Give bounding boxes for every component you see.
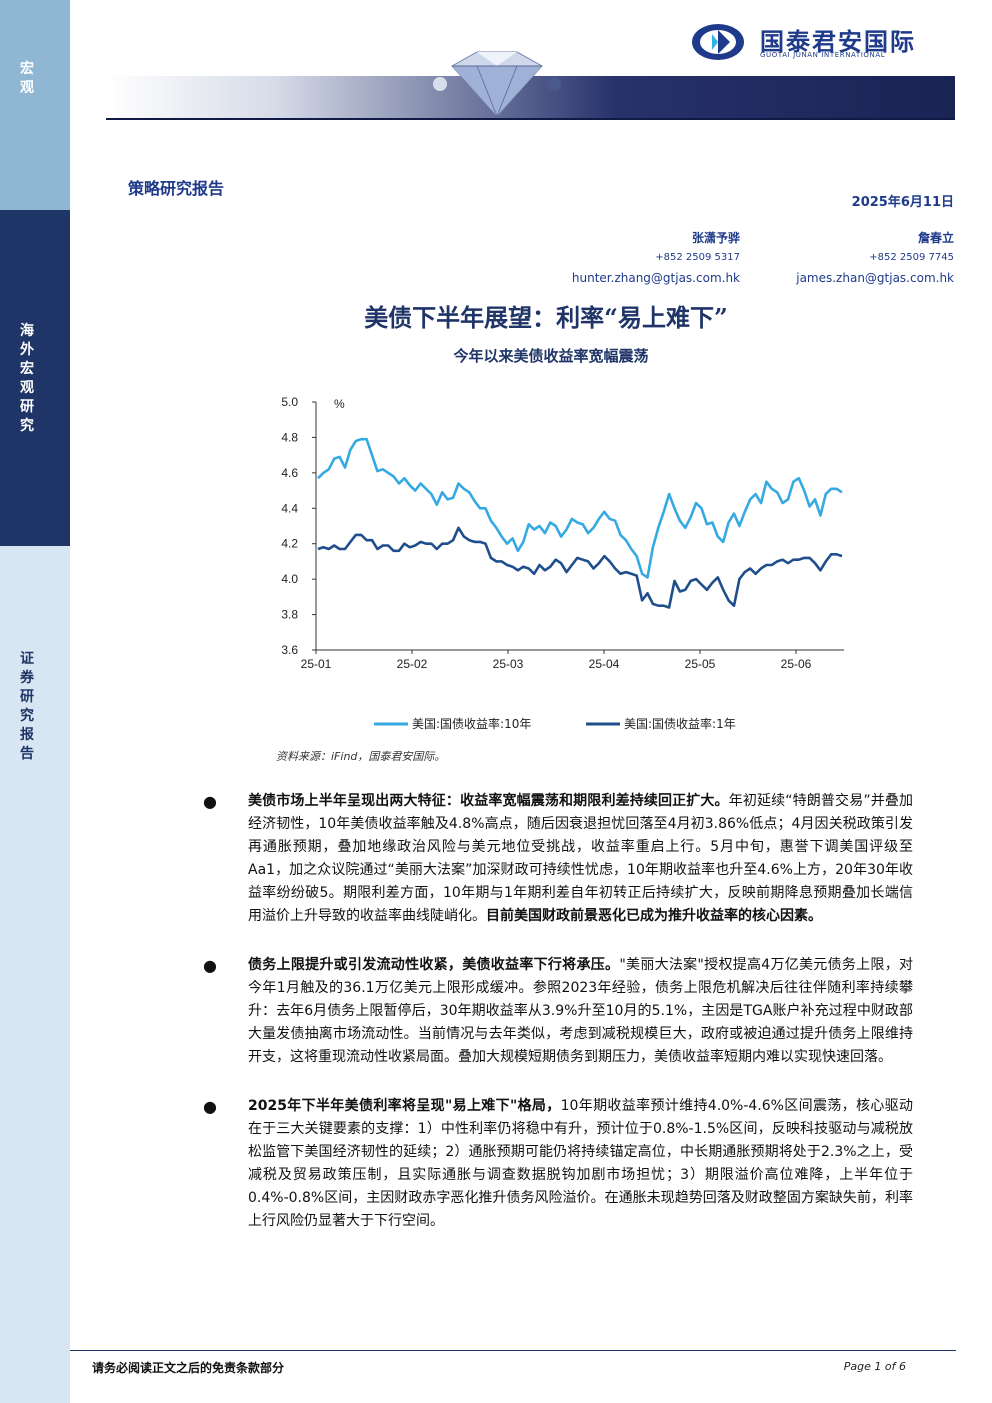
logo-text-cn: 国泰君安国际 — [760, 28, 916, 56]
sidebar-top-band — [0, 0, 70, 210]
bullet-list: ● 美债市场上半年呈现出两大特征：收益率宽幅震荡和期限利差持续回正扩大。年初延续… — [203, 790, 913, 1259]
x-tick-label: 25-02 — [397, 657, 428, 671]
page-title: 美债下半年展望：利率“易上难下” — [364, 303, 728, 332]
footer-rule — [70, 1350, 956, 1351]
sidebar-label-char: 观 — [20, 80, 34, 96]
author-email[interactable]: james.zhan@gtjas.com.hk — [796, 271, 954, 285]
sidebar-label-char: 宏 — [20, 61, 34, 77]
series-line-1y — [317, 526, 843, 609]
footer-disclaimer[interactable]: 请务必阅读正文之后的免责条款部分 — [92, 1361, 285, 1375]
sidebar-label-char: 证 — [20, 651, 34, 667]
sidebar-label-char: 外 — [20, 342, 34, 358]
bullet-conclusion: 目前美国财政前景恶化已成为推升收益率的核心因素。 — [486, 908, 822, 924]
x-tick-label: 25-04 — [589, 657, 620, 671]
page-number: Page 1 of 6 — [843, 1360, 906, 1373]
y-tick-label: 4.6 — [281, 466, 298, 480]
sidebar-label-char: 究 — [20, 418, 34, 434]
y-tick-label: 3.6 — [281, 643, 298, 657]
sidebar-label-char: 研 — [20, 399, 34, 415]
sidebar-label-char: 海 — [20, 323, 34, 339]
y-axis-unit: % — [334, 397, 345, 411]
bullet-item: ● 债务上限提升或引发流动性收紧，美债收益率下行将承压。"美丽大法案"授权提高4… — [203, 954, 913, 1069]
bullet-lead: 2025年下半年美债利率将呈现"易上难下"格局， — [248, 1098, 561, 1114]
bullet-lead: 美债市场上半年呈现出两大特征：收益率宽幅震荡和期限利差持续回正扩大。 — [248, 793, 729, 809]
diamond-icon — [433, 51, 561, 117]
sidebar-label-char: 研 — [20, 689, 34, 705]
sidebar-label-char: 告 — [20, 746, 34, 762]
y-tick-label: 5.0 — [281, 395, 298, 409]
bullet-dot-icon: ● — [203, 956, 217, 975]
y-tick-label: 4.0 — [281, 572, 298, 586]
bullet-body: 10年期收益率预计维持4.0%-4.6%区间震荡，核心驱动在于三大关键要素的支撑… — [248, 1098, 913, 1229]
bullet-dot-icon: ● — [203, 1097, 217, 1116]
company-logo: 国泰君安国际 GUOTAI JUNAN INTERNATIONAL — [690, 22, 950, 62]
sidebar-label-macro: 宏观 — [0, 60, 54, 98]
sidebar-label-char: 报 — [20, 727, 34, 743]
sidebar-label-report: 证券研究报告 — [0, 650, 54, 764]
header-banner — [106, 76, 955, 118]
author-email[interactable]: hunter.zhang@gtjas.com.hk — [571, 271, 740, 285]
sidebar-label-char: 宏 — [20, 361, 34, 377]
sidebar-label-research: 海外宏观研究 — [0, 322, 54, 436]
logo-mark-icon — [692, 24, 744, 60]
x-tick-label: 25-03 — [493, 657, 524, 671]
author-card: 张潇予骅 +852 2509 5317 hunter.zhang@gtjas.c… — [572, 228, 740, 288]
y-tick-label: 4.8 — [281, 430, 298, 444]
bullet-lead: 债务上限提升或引发流动性收紧，美债收益率下行将承压。 — [248, 957, 620, 973]
bullet-dot-icon: ● — [203, 792, 217, 811]
report-date: 2025年6月11日 — [851, 195, 954, 210]
y-tick-label: 3.8 — [281, 608, 298, 622]
author-name: 张潇予骅 — [691, 231, 740, 245]
author-name: 詹春立 — [917, 231, 954, 245]
author-card: 詹春立 +852 2509 7745 james.zhan@gtjas.com.… — [796, 228, 954, 288]
x-tick-label: 25-06 — [781, 657, 812, 671]
yield-line-chart: 5.0 4.8 4.6 4.4 4.2 4.0 3.8 3.6% 25-01 25-02 25-03… — [281, 395, 844, 731]
sidebar-label-char: 观 — [20, 380, 34, 396]
series-line-10y — [317, 437, 843, 579]
x-tick-label: 25-01 — [301, 657, 332, 671]
logo-text-en: GUOTAI JUNAN INTERNATIONAL — [760, 51, 886, 59]
legend-label: 美国:国债收益率:1年 — [624, 716, 736, 731]
y-tick-label: 4.4 — [281, 501, 298, 515]
sidebar-bottom-band — [0, 546, 70, 1403]
sidebar-label-char: 究 — [20, 708, 34, 724]
bullet-body: 年初延续“特朗普交易”并叠加经济韧性，10年美债收益率触及4.8%高点，随后因衰… — [248, 793, 914, 924]
chart-source: 资料来源：iFind，国泰君安国际。 — [276, 750, 446, 763]
header-banner-rule — [106, 118, 955, 120]
chart-title: 今年以来美债收益率宽幅震荡 — [453, 347, 649, 365]
bullet-item: ● 美债市场上半年呈现出两大特征：收益率宽幅震荡和期限利差持续回正扩大。年初延续… — [203, 790, 913, 928]
sidebar-label-char: 券 — [20, 670, 34, 686]
bullet-body: "美丽大法案"授权提高4万亿美元债务上限，对今年1月触及的36.1万亿美元上限形… — [248, 957, 913, 1065]
y-tick-label: 4.2 — [281, 537, 298, 551]
author-phone: +852 2509 5317 — [655, 252, 740, 263]
legend-label: 美国:国债收益率:10年 — [412, 716, 531, 731]
x-tick-label: 25-05 — [685, 657, 716, 671]
author-phone: +852 2509 7745 — [869, 252, 954, 263]
bullet-item: ● 2025年下半年美债利率将呈现"易上难下"格局，10年期收益率预计维持4.0… — [203, 1095, 913, 1233]
sidebar-middle-band — [0, 210, 70, 546]
report-type: 策略研究报告 — [128, 179, 225, 198]
